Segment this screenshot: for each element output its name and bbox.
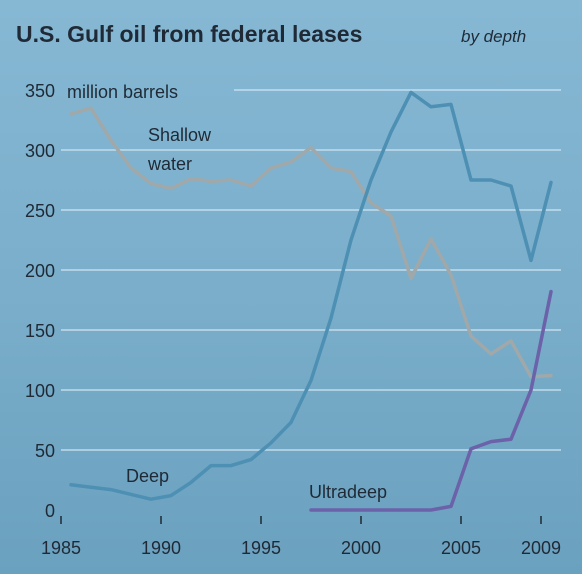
x-tick-label-1985: 1985 (41, 538, 81, 558)
label-ultradeep: Ultradeep (309, 482, 387, 502)
y-tick-labels: 0 50 100 150 200 250 300 350 (25, 81, 55, 521)
y-tick-label-150: 150 (25, 321, 55, 341)
series-line-deep (69, 90, 553, 501)
series-line-shallow-water (69, 106, 553, 379)
y-tick-label-250: 250 (25, 201, 55, 221)
x-tick-label-2009: 2009 (521, 538, 561, 558)
series-lines (69, 90, 553, 512)
y-tick-label-350: 350 (25, 81, 55, 101)
y-tick-label-50: 50 (35, 441, 55, 461)
series-line-ultradeep (309, 289, 553, 512)
y-tick-label-200: 200 (25, 261, 55, 281)
label-deep: Deep (126, 466, 169, 486)
chart-subtitle: by depth (461, 27, 526, 46)
y-tick-label-0: 0 (45, 501, 55, 521)
chart-title: U.S. Gulf oil from federal leases (16, 21, 362, 47)
label-shallow-water-1: Shallow (148, 125, 212, 145)
y-unit-label: million barrels (67, 82, 178, 102)
x-tick-label-2000: 2000 (341, 538, 381, 558)
y-tick-label-300: 300 (25, 141, 55, 161)
x-tick-label-2005: 2005 (441, 538, 481, 558)
x-tick-label-1995: 1995 (241, 538, 281, 558)
x-tick-label-1990: 1990 (141, 538, 181, 558)
label-shallow-water-2: water (147, 154, 192, 174)
y-tick-label-100: 100 (25, 381, 55, 401)
grid-lines (61, 89, 561, 451)
x-tick-labels: 1985 1990 1995 2000 2005 2009 (41, 516, 561, 558)
